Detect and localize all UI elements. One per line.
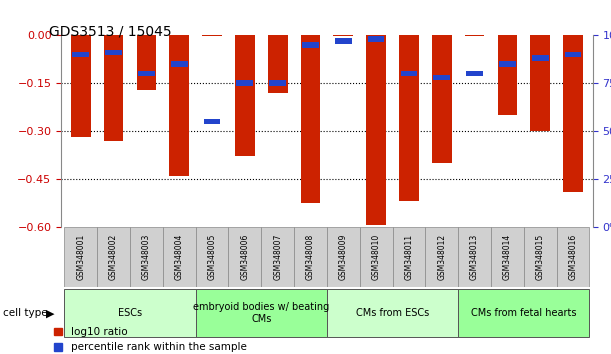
Bar xyxy=(268,35,288,93)
Bar xyxy=(302,42,319,48)
FancyBboxPatch shape xyxy=(163,227,196,287)
Bar xyxy=(563,35,583,192)
Bar xyxy=(366,35,386,225)
Text: CMs from ESCs: CMs from ESCs xyxy=(356,308,429,318)
Text: GSM348011: GSM348011 xyxy=(404,234,414,280)
FancyBboxPatch shape xyxy=(392,227,425,287)
FancyBboxPatch shape xyxy=(196,289,327,337)
FancyBboxPatch shape xyxy=(425,227,458,287)
FancyBboxPatch shape xyxy=(557,227,590,287)
FancyBboxPatch shape xyxy=(491,227,524,287)
Text: GSM348001: GSM348001 xyxy=(76,234,86,280)
Text: ▶: ▶ xyxy=(46,308,54,318)
Bar xyxy=(105,50,122,56)
Bar xyxy=(138,71,155,76)
Bar xyxy=(73,52,89,57)
Text: GSM348016: GSM348016 xyxy=(568,234,577,280)
FancyBboxPatch shape xyxy=(130,227,163,287)
Bar xyxy=(499,61,516,67)
Text: GSM348009: GSM348009 xyxy=(338,233,348,280)
Text: GSM348010: GSM348010 xyxy=(371,234,381,280)
Text: GSM348015: GSM348015 xyxy=(536,234,544,280)
Text: CMs from fetal hearts: CMs from fetal hearts xyxy=(471,308,577,318)
FancyBboxPatch shape xyxy=(327,227,360,287)
Text: ESCs: ESCs xyxy=(118,308,142,318)
Bar xyxy=(565,52,581,57)
Text: GSM348012: GSM348012 xyxy=(437,234,446,280)
Bar xyxy=(335,38,352,44)
Bar xyxy=(401,71,417,76)
Bar xyxy=(169,35,189,176)
FancyBboxPatch shape xyxy=(64,289,196,337)
Bar xyxy=(465,35,485,36)
Bar xyxy=(399,35,419,201)
Bar xyxy=(466,71,483,76)
FancyBboxPatch shape xyxy=(262,227,294,287)
Bar xyxy=(532,56,549,61)
Bar xyxy=(530,35,550,131)
Text: GSM348014: GSM348014 xyxy=(503,234,512,280)
FancyBboxPatch shape xyxy=(229,227,262,287)
Text: GSM348005: GSM348005 xyxy=(208,233,216,280)
FancyBboxPatch shape xyxy=(327,289,458,337)
Text: GSM348013: GSM348013 xyxy=(470,234,479,280)
FancyBboxPatch shape xyxy=(64,227,97,287)
Text: GSM348003: GSM348003 xyxy=(142,233,151,280)
Bar xyxy=(71,35,90,137)
Bar xyxy=(137,35,156,90)
Text: GSM348004: GSM348004 xyxy=(175,233,184,280)
Bar xyxy=(269,80,286,86)
Text: cell type: cell type xyxy=(3,308,48,318)
Text: GSM348006: GSM348006 xyxy=(240,233,249,280)
FancyBboxPatch shape xyxy=(458,289,590,337)
Bar xyxy=(171,61,188,67)
FancyBboxPatch shape xyxy=(97,227,130,287)
Text: GSM348008: GSM348008 xyxy=(306,234,315,280)
Bar xyxy=(203,119,221,124)
Bar xyxy=(236,80,253,86)
Bar xyxy=(334,35,353,36)
Bar xyxy=(433,75,450,80)
Bar xyxy=(235,35,255,156)
Text: GSM348002: GSM348002 xyxy=(109,234,118,280)
FancyBboxPatch shape xyxy=(458,227,491,287)
Bar xyxy=(301,35,320,202)
Bar xyxy=(202,35,222,36)
Text: GDS3513 / 15045: GDS3513 / 15045 xyxy=(49,25,172,39)
Text: embryoid bodies w/ beating
CMs: embryoid bodies w/ beating CMs xyxy=(193,302,329,324)
FancyBboxPatch shape xyxy=(360,227,392,287)
FancyBboxPatch shape xyxy=(524,227,557,287)
Legend: log10 ratio, percentile rank within the sample: log10 ratio, percentile rank within the … xyxy=(54,327,247,352)
FancyBboxPatch shape xyxy=(196,227,229,287)
Bar xyxy=(497,35,517,115)
FancyBboxPatch shape xyxy=(294,227,327,287)
Text: GSM348007: GSM348007 xyxy=(273,233,282,280)
Bar xyxy=(432,35,452,163)
Bar xyxy=(368,36,384,42)
Bar xyxy=(104,35,123,141)
